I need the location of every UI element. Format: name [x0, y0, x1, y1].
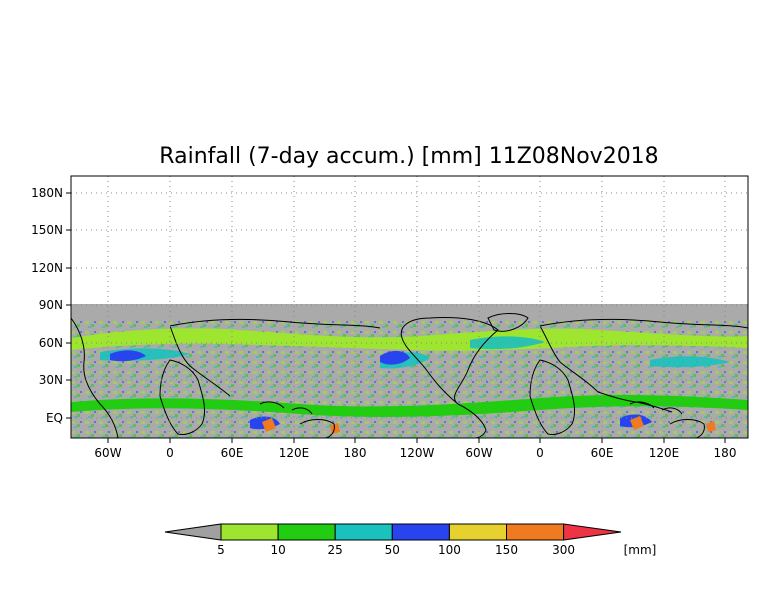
coastline-south-america — [457, 403, 487, 438]
lon-tick-label: 180 — [714, 446, 737, 460]
longitude-axis: 60W 0 60E 120E 180 120W 60W 0 60E 120E 180 — [94, 438, 736, 460]
graticule — [71, 176, 748, 438]
coastline-eurasia-west — [169, 318, 381, 397]
rain-band-light — [71, 328, 748, 351]
lat-tick-label: 150N — [31, 223, 63, 237]
colorbar-box — [277, 523, 336, 541]
rain-band-mid — [100, 336, 730, 369]
lon-tick-label: 120E — [279, 446, 310, 460]
rain-band-itcz — [71, 394, 748, 417]
lat-tick-label: 30N — [39, 373, 63, 387]
colorbar-box — [334, 523, 393, 541]
lon-tick-label: 0 — [166, 446, 174, 460]
colorbar-break-label: 5 — [217, 543, 225, 557]
colorbar-break-label: 300 — [552, 543, 575, 557]
colorbar-break-label: 50 — [385, 543, 400, 557]
coastline-africa — [529, 359, 575, 435]
map-title: Rainfall (7-day accum.) [mm] 11Z08Nov201… — [159, 144, 658, 169]
coastline-africa-west — [159, 359, 205, 435]
coastline-australia — [299, 419, 705, 438]
coastline-americas-west — [71, 317, 119, 438]
latitude-axis: 180N 150N 120N 90N 60N 30N EQ — [31, 186, 71, 425]
lon-tick-label: 120W — [400, 446, 435, 460]
coastline-greenland — [487, 313, 529, 332]
colorbar-break-label: 100 — [438, 543, 461, 557]
lat-tick-label: 90N — [39, 298, 63, 312]
coastline-maritime-continent — [259, 401, 683, 415]
lat-tick-label: 180N — [31, 186, 63, 200]
lat-tick-label: EQ — [46, 411, 63, 425]
lon-tick-label: 180 — [344, 446, 367, 460]
lat-tick-label: 60N — [39, 336, 63, 350]
colorbar-break-label: 10 — [270, 543, 285, 557]
colorbar-low-triangle — [164, 523, 222, 541]
colorbar-box — [448, 523, 507, 541]
colorbar-break-label: 25 — [328, 543, 343, 557]
colorbar-break-label: 150 — [495, 543, 518, 557]
map-plot: 180N 150N 120N 90N 60N 30N EQ 60W 0 60E 120E 180 12… — [31, 175, 749, 460]
coastlines — [71, 313, 748, 438]
lon-tick-label: 60E — [591, 446, 614, 460]
lat-tick-label: 120N — [31, 261, 63, 275]
lon-tick-label: 60W — [465, 446, 492, 460]
lon-tick-label: 120E — [649, 446, 680, 460]
colorbar-high-triangle — [563, 523, 622, 541]
lon-tick-label: 60E — [221, 446, 244, 460]
coastline-north-america — [400, 317, 499, 405]
rainfall-field — [71, 304, 748, 438]
colorbar-unit-label: [mm] — [624, 543, 657, 557]
plot-frame — [70, 175, 749, 439]
lon-tick-label: 60W — [94, 446, 121, 460]
colorbar: 5 10 25 50 100 150 300 [mm] — [164, 523, 657, 557]
lon-tick-label: 0 — [536, 446, 544, 460]
colorbar-box — [220, 523, 279, 541]
colorbar-box — [391, 523, 450, 541]
colorbar-box — [506, 523, 565, 541]
